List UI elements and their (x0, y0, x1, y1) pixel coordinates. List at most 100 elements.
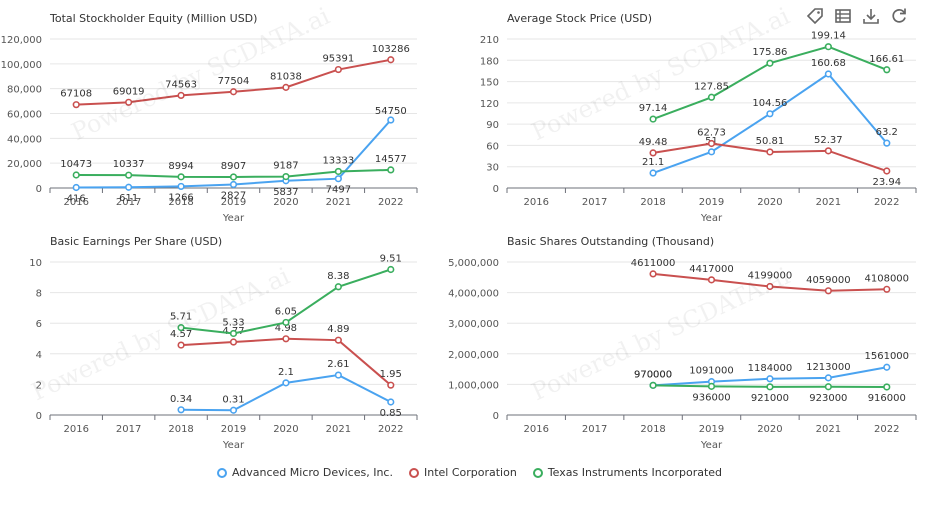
data-label: 5837 (273, 187, 298, 198)
x-axis-label: Year (222, 440, 245, 451)
data-point (125, 98, 133, 106)
data-label: 916000 (868, 393, 906, 404)
data-point (766, 110, 774, 118)
data-point (824, 43, 832, 51)
data-point (707, 148, 716, 156)
data-label: 2.61 (327, 359, 349, 370)
x-tick-label: 2017 (116, 424, 141, 435)
data-label: 1.95 (380, 369, 402, 380)
y-tick-label: 60,000 (7, 110, 42, 121)
data-label: 52.37 (814, 135, 843, 146)
data-label: 81038 (270, 71, 302, 82)
data-label: 10473 (60, 159, 92, 170)
data-point (282, 335, 290, 343)
y-tick-label: 2,000,000 (448, 350, 499, 361)
data-label: 4.89 (327, 324, 349, 335)
data-point (649, 169, 657, 177)
x-tick-label: 2016 (63, 424, 88, 435)
data-label: 611 (119, 193, 138, 204)
data-point (387, 381, 395, 389)
y-tick-label: 0 (36, 184, 42, 195)
data-label: 0.34 (170, 394, 192, 405)
data-label: 21.1 (642, 157, 664, 168)
data-point (707, 93, 716, 101)
data-view-icon[interactable] (833, 6, 853, 26)
y-tick-label: 4,000,000 (448, 289, 499, 300)
x-tick-label: 2018 (168, 197, 193, 208)
y-tick-label: 180 (480, 56, 499, 67)
data-point (883, 285, 891, 293)
data-point (229, 180, 238, 189)
chart-title: Basic Earnings Per Share (USD) (50, 235, 222, 248)
data-point (824, 70, 832, 78)
x-tick-label: 2021 (816, 197, 841, 208)
legend-item-ti[interactable]: Texas Instruments Incorporated (532, 466, 722, 479)
data-label: 50.81 (756, 136, 785, 147)
data-label: 970000 (634, 369, 672, 380)
data-label: 127.85 (694, 81, 729, 92)
y-tick-label: 4 (36, 350, 42, 361)
x-tick-label: 2019 (699, 197, 724, 208)
x-tick-label: 2016 (63, 197, 88, 208)
y-tick-label: 0 (493, 184, 499, 195)
x-tick-label: 2022 (874, 197, 899, 208)
data-label: 77504 (218, 76, 250, 87)
data-point (766, 375, 774, 383)
data-point (387, 265, 395, 274)
data-point (883, 167, 891, 175)
data-label: 416 (67, 193, 86, 204)
data-point (125, 183, 133, 191)
y-tick-label: 1,000,000 (448, 380, 499, 391)
data-label: 67108 (60, 89, 92, 100)
data-point (282, 83, 290, 91)
data-point (649, 381, 657, 389)
data-label: 10337 (113, 159, 145, 170)
y-tick-label: 120 (480, 99, 499, 110)
refresh-icon[interactable] (889, 6, 909, 26)
data-point (707, 139, 716, 148)
data-label: 4.57 (170, 329, 192, 340)
data-label: 49.48 (639, 137, 668, 148)
legend-item-amd[interactable]: Advanced Micro Devices, Inc. (216, 466, 393, 479)
data-label: 1091000 (689, 366, 734, 377)
data-point (387, 398, 395, 406)
x-axis-label: Year (222, 213, 245, 224)
x-axis-label: Year (700, 440, 723, 451)
y-tick-label: 5,000,000 (448, 258, 499, 269)
download-icon[interactable] (861, 6, 881, 26)
data-label: 936000 (692, 392, 730, 403)
y-tick-label: 3,000,000 (448, 319, 499, 330)
data-point (229, 173, 238, 181)
data-point (824, 147, 832, 155)
data-point (229, 338, 238, 346)
data-label: 5.33 (222, 317, 244, 328)
legend-swatch-ti (532, 467, 543, 478)
data-point (387, 56, 395, 64)
data-point (334, 283, 342, 291)
data-point (649, 115, 657, 123)
x-tick-label: 2021 (816, 424, 841, 435)
data-point (883, 66, 891, 74)
data-label: 62.73 (697, 127, 726, 138)
data-label: 63.2 (876, 127, 898, 138)
data-point (229, 406, 238, 414)
data-label: 9187 (273, 161, 298, 172)
data-label: 1561000 (865, 351, 910, 362)
data-label: 5.71 (170, 312, 192, 323)
data-point (707, 382, 716, 390)
data-point (72, 183, 80, 192)
data-label: 74563 (165, 79, 197, 90)
y-tick-label: 2 (36, 380, 42, 391)
data-label: 97.14 (639, 103, 668, 114)
data-label: 6.05 (275, 306, 297, 317)
legend-item-intel[interactable]: Intel Corporation (408, 466, 517, 479)
data-point (766, 148, 774, 156)
x-tick-label: 2020 (757, 424, 782, 435)
y-tick-label: 30 (486, 163, 499, 174)
data-label: 175.86 (752, 47, 787, 58)
x-tick-label: 2016 (523, 197, 548, 208)
y-tick-label: 40,000 (7, 134, 42, 145)
tag-icon[interactable] (805, 6, 825, 26)
data-label: 1184000 (748, 363, 793, 374)
